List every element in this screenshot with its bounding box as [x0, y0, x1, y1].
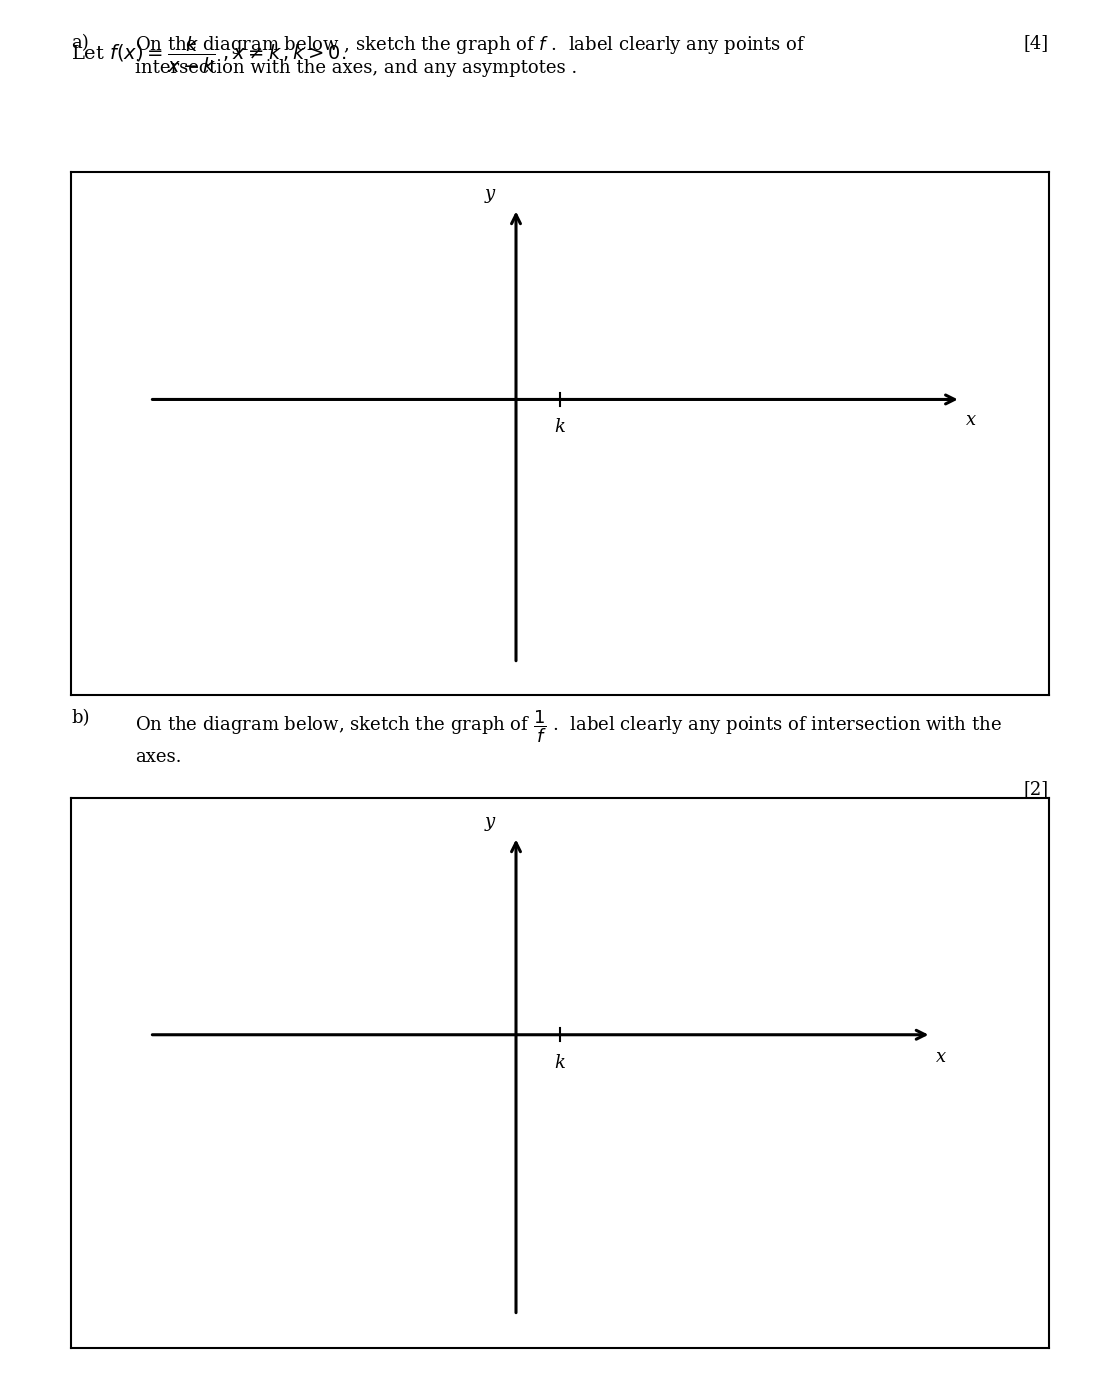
Text: y: y — [484, 186, 494, 204]
Text: k: k — [554, 1054, 565, 1072]
Text: x: x — [965, 411, 976, 429]
Text: On the diagram below , sketch the graph of $f$ .  label clearly any points of
in: On the diagram below , sketch the graph … — [135, 34, 806, 77]
Text: [4]: [4] — [1023, 34, 1049, 52]
Text: x: x — [937, 1047, 946, 1066]
Text: [2]: [2] — [1023, 780, 1049, 798]
Text: y: y — [484, 813, 494, 831]
Text: b): b) — [71, 709, 90, 727]
Text: a): a) — [71, 34, 89, 52]
Text: On the diagram below, sketch the graph of $\dfrac{1}{f}$ .  label clearly any po: On the diagram below, sketch the graph o… — [135, 709, 1001, 766]
Text: Let $f(x) = \dfrac{k}{x-k}\ ,x \neq k\,,k > 0.$: Let $f(x) = \dfrac{k}{x-k}\ ,x \neq k\,,… — [71, 34, 347, 76]
Text: k: k — [554, 418, 565, 436]
